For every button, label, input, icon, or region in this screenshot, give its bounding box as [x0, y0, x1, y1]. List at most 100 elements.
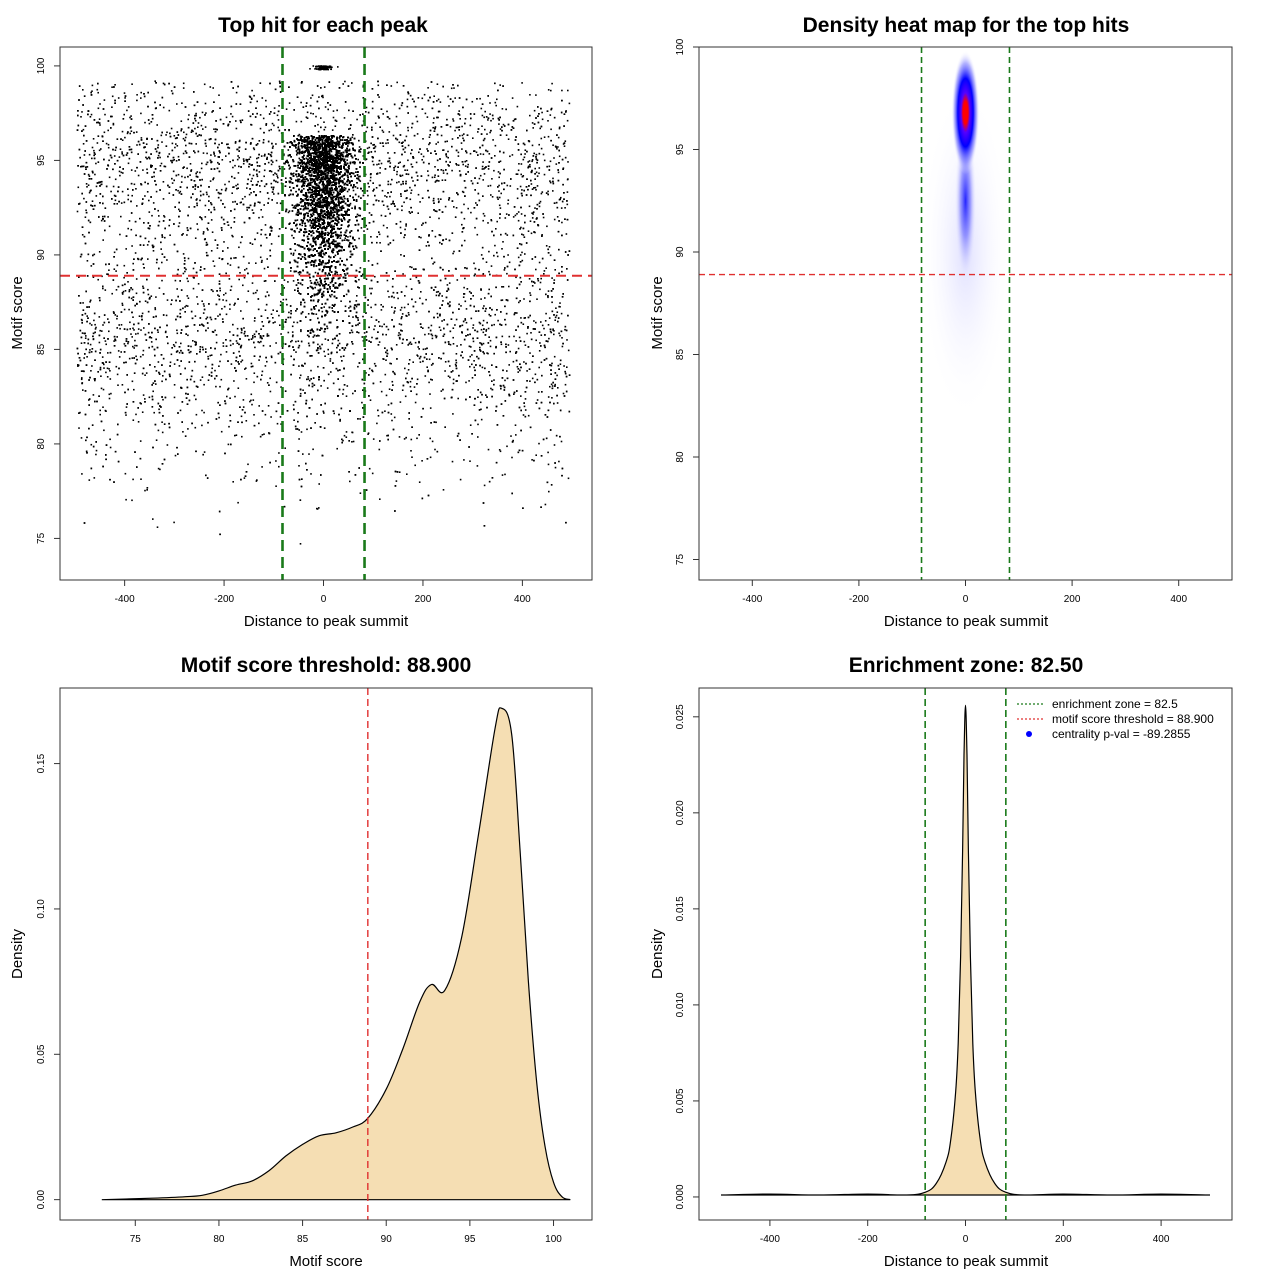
scatter-point [170, 159, 172, 162]
scatter-point [150, 337, 153, 339]
scatter-point [161, 253, 164, 255]
scatter-point [308, 379, 311, 382]
scatter-point [523, 143, 526, 146]
scatter-point [277, 119, 280, 121]
scatter-point [132, 296, 135, 298]
scatter-point [228, 147, 231, 149]
scatter-point [113, 268, 116, 270]
scatter-point [386, 434, 388, 437]
scatter-point [397, 297, 399, 300]
scatter-point [199, 379, 202, 381]
scatter-point [395, 344, 398, 346]
scatter-point [310, 473, 312, 475]
scatter-point [108, 368, 110, 370]
scatter-point [199, 199, 201, 202]
scatter-point [112, 311, 115, 313]
scatter-point [275, 180, 277, 183]
scatter-point [306, 161, 309, 164]
scatter-point [517, 219, 520, 222]
scatter-point [430, 287, 433, 289]
scatter-point [327, 348, 329, 351]
scatter-point [499, 84, 501, 86]
scatter-point [171, 182, 174, 184]
scatter-point [258, 359, 260, 361]
scatter-point [404, 228, 406, 231]
scatter-point [504, 217, 507, 219]
scatter-point [218, 365, 220, 367]
scatter-point [564, 207, 566, 209]
scatter-point [219, 289, 221, 292]
scatter-point [108, 397, 111, 400]
scatter-point [482, 319, 485, 322]
scatter-point [121, 151, 123, 153]
scatter-point [393, 372, 396, 374]
scatter-point [529, 380, 531, 382]
scatter-point [115, 270, 117, 272]
scatter-point [205, 112, 207, 114]
scatter-point [173, 135, 176, 137]
scatter-point [197, 303, 199, 305]
scatter-point [375, 199, 377, 202]
scatter-point [178, 208, 180, 211]
scatter-point [182, 233, 184, 235]
scatter-point [187, 118, 189, 121]
scatter-point [549, 254, 552, 257]
scatter-point [351, 207, 353, 209]
scatter-point [92, 332, 95, 335]
scatter-point [451, 145, 453, 148]
scatter-point [469, 424, 472, 426]
scatter-point [568, 102, 571, 105]
scatter-point [561, 474, 563, 477]
scatter-point [175, 160, 178, 162]
scatter-point [213, 265, 216, 267]
scatter-point [245, 471, 248, 473]
scatter-point [549, 330, 552, 333]
scatter-point [199, 348, 201, 351]
scatter-point [217, 196, 220, 199]
scatter-point [458, 129, 460, 131]
scatter-point [447, 150, 449, 153]
scatter-point [415, 161, 418, 164]
scatter-point [484, 297, 486, 299]
scatter-point [479, 97, 481, 100]
scatter-point [361, 124, 363, 127]
scatter-point [251, 282, 254, 284]
scatter-point [552, 144, 554, 146]
scatter-point [312, 212, 314, 215]
scatter-point [370, 316, 373, 318]
scatter-point [128, 157, 131, 160]
scatter-point [434, 174, 436, 176]
scatter-point [493, 169, 495, 172]
scatter-point [350, 329, 353, 332]
scatter-point [263, 175, 265, 178]
scatter-point [218, 94, 220, 96]
scatter-point [301, 284, 304, 286]
scatter-point [76, 129, 79, 131]
scatter-point [529, 94, 531, 96]
scatter-point [464, 195, 466, 197]
scatter-point [563, 145, 566, 147]
scatter-point [453, 250, 455, 253]
scatter-point [344, 237, 347, 239]
scatter-point [393, 167, 395, 169]
scatter-point [520, 213, 523, 215]
scatter-point [245, 367, 247, 369]
scatter-point [80, 437, 83, 439]
scatter-point [315, 221, 318, 223]
scatter-point [77, 364, 80, 367]
scatter-point [278, 465, 280, 468]
scatter-point [562, 392, 565, 395]
scatter-point [500, 341, 502, 343]
scatter-point [550, 128, 552, 131]
scatter-point [191, 317, 194, 320]
scatter-point [380, 162, 383, 165]
scatter-point [283, 168, 286, 170]
scatter-point [552, 177, 554, 180]
scatter-point [154, 366, 156, 368]
scatter-point [238, 343, 240, 346]
scatter-point [377, 415, 380, 417]
scatter-point [146, 168, 148, 171]
scatter-point [394, 307, 396, 309]
scatter-point [549, 160, 552, 163]
scatter-point [243, 327, 245, 329]
